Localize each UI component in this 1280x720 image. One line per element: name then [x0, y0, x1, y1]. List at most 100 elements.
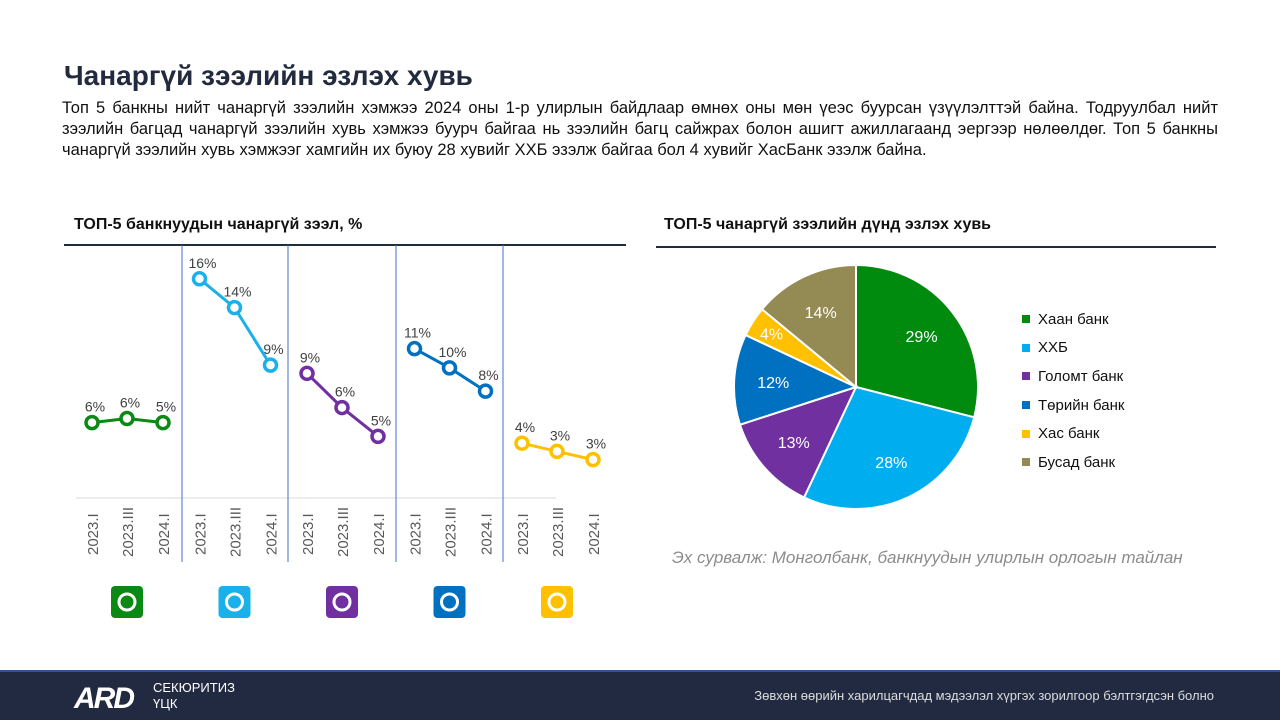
data-label: 4%	[515, 419, 535, 435]
bank-logo-mark	[547, 592, 567, 612]
slice-label: 4%	[760, 326, 783, 343]
slice-label: 29%	[906, 329, 938, 346]
data-point	[334, 399, 350, 416]
legend-swatch	[1022, 429, 1030, 438]
legend-item: Хас банк	[1022, 419, 1125, 448]
pie-slice	[733, 333, 859, 426]
x-tick-label: 2023.III	[443, 507, 460, 557]
data-point	[226, 299, 243, 316]
data-label: 5%	[156, 399, 176, 415]
legend-swatch	[1022, 401, 1030, 410]
firm-line2: ҮЦК	[153, 696, 178, 711]
data-point	[441, 360, 458, 376]
x-tick-label: 2023.I	[193, 513, 210, 555]
legend-label: ХХБ	[1038, 339, 1068, 357]
divider	[656, 246, 1216, 248]
pie-legend: Хаан банк ХХБ Голомт банк Төрийн банк Хас ба…	[1022, 305, 1125, 477]
slice-label: 14%	[805, 305, 837, 322]
legend-swatch	[1022, 343, 1030, 352]
disclaimer: Зөвхөн өөрийн харилцагчдад мэдээлэл хүрг…	[754, 688, 1214, 703]
firm-name: СЕКЮРИТИЗ ҮЦК	[153, 680, 235, 712]
legend-item: ХХБ	[1022, 334, 1125, 363]
ard-logo: ARD	[74, 682, 135, 715]
bank-logo-2	[218, 586, 251, 618]
data-point	[549, 443, 565, 460]
data-label: 8%	[478, 367, 498, 383]
divider	[64, 244, 626, 246]
pie-slice	[738, 385, 858, 499]
source-note: Эх сурвалж: Монголбанк, банкнуудын улирл…	[672, 548, 1183, 567]
legend-item: Төрийн банк	[1022, 391, 1125, 420]
data-point	[299, 365, 315, 382]
legend-item: Голомт банк	[1022, 362, 1125, 391]
x-tick-label: 2023.I	[515, 513, 532, 555]
intro-text: Топ 5 банкны нийт чанаргүй зээлийн хэмжэ…	[62, 99, 1218, 159]
data-point	[477, 383, 494, 399]
x-tick-label: 2023.I	[408, 513, 425, 555]
pie-chart-title: ТОП-5 чанаргүй зээлийн дүнд эзлэх хувь	[664, 216, 992, 233]
data-label: 9%	[263, 341, 283, 357]
data-point	[191, 271, 208, 287]
pie-slice	[802, 385, 976, 510]
data-label: 6%	[335, 384, 355, 400]
legend-label: Бусад банк	[1038, 453, 1116, 471]
slice-label: 28%	[875, 455, 907, 472]
legend-swatch	[1022, 372, 1030, 381]
line-chart: 6% 2023.I 6% 2023.III 5% 2024.I 16% 2023.I 14% 20…	[76, 245, 606, 618]
data-label: 11%	[404, 325, 431, 341]
x-tick-label: 2023.III	[550, 507, 567, 557]
data-point	[84, 414, 100, 431]
x-tick-label: 2023.III	[335, 507, 352, 557]
x-tick-label: 2023.III	[228, 507, 245, 557]
data-point	[585, 451, 601, 468]
x-tick-label: 2024.I	[586, 513, 603, 555]
data-point	[514, 435, 530, 451]
legend-label: Төрийн банк	[1038, 396, 1125, 414]
firm-line1: СЕКЮРИТИЗ	[153, 680, 235, 695]
bank-logo-mark	[225, 592, 244, 612]
x-tick-label: 2024.I	[264, 513, 281, 555]
bank-logo-mark	[117, 592, 137, 612]
data-point	[262, 357, 279, 373]
data-point	[406, 340, 423, 357]
footer: ARD СЕКЮРИТИЗ ҮЦК Зөвхөн өөрийн харилцаг…	[0, 670, 1280, 720]
pie-slice	[855, 263, 979, 419]
legend-label: Голомт банк	[1038, 367, 1124, 385]
pie-chart: 29% 28% 13% 12% 4% 14%	[733, 263, 979, 510]
bank-logo-1	[111, 586, 143, 618]
bank-logo-4	[433, 586, 466, 618]
x-tick-label: 2023.I	[300, 513, 317, 555]
slice-label: 13%	[778, 435, 810, 452]
data-label: 14%	[223, 284, 251, 300]
x-tick-label: 2024.I	[479, 513, 496, 555]
bank-logo-mark	[332, 592, 352, 612]
legend-label: Хаан банк	[1038, 310, 1109, 328]
slice-label: 12%	[757, 375, 789, 392]
data-label: 6%	[85, 399, 105, 415]
data-label: 6%	[120, 395, 140, 411]
bank-logo-5	[541, 586, 573, 618]
data-label: 5%	[371, 412, 391, 428]
data-point	[155, 414, 171, 431]
legend-item: Хаан банк	[1022, 305, 1125, 334]
x-tick-label: 2024.I	[371, 513, 388, 555]
data-label: 16%	[188, 255, 216, 271]
legend-swatch	[1022, 458, 1030, 467]
line-chart-title: ТОП-5 банкнуудын чанаргүй зээл, %	[74, 216, 363, 233]
data-point	[119, 410, 135, 427]
bank-logo-mark	[440, 592, 459, 612]
page-title: Чанаргүй зээлийн эзлэх хувь	[64, 60, 473, 91]
bank-logo-3	[326, 586, 358, 618]
x-tick-label: 2023.III	[120, 507, 137, 557]
data-label: 10%	[438, 344, 466, 360]
data-label: 3%	[550, 427, 570, 443]
data-label: 3%	[586, 436, 606, 452]
legend-label: Хас банк	[1038, 425, 1100, 443]
legend-item: Бусад банк	[1022, 448, 1125, 477]
data-point	[370, 428, 386, 445]
data-label: 9%	[300, 349, 320, 365]
x-tick-label: 2024.I	[156, 513, 173, 555]
legend-swatch	[1022, 315, 1030, 324]
x-tick-label: 2023.I	[85, 513, 102, 555]
pie-slice	[760, 263, 857, 390]
